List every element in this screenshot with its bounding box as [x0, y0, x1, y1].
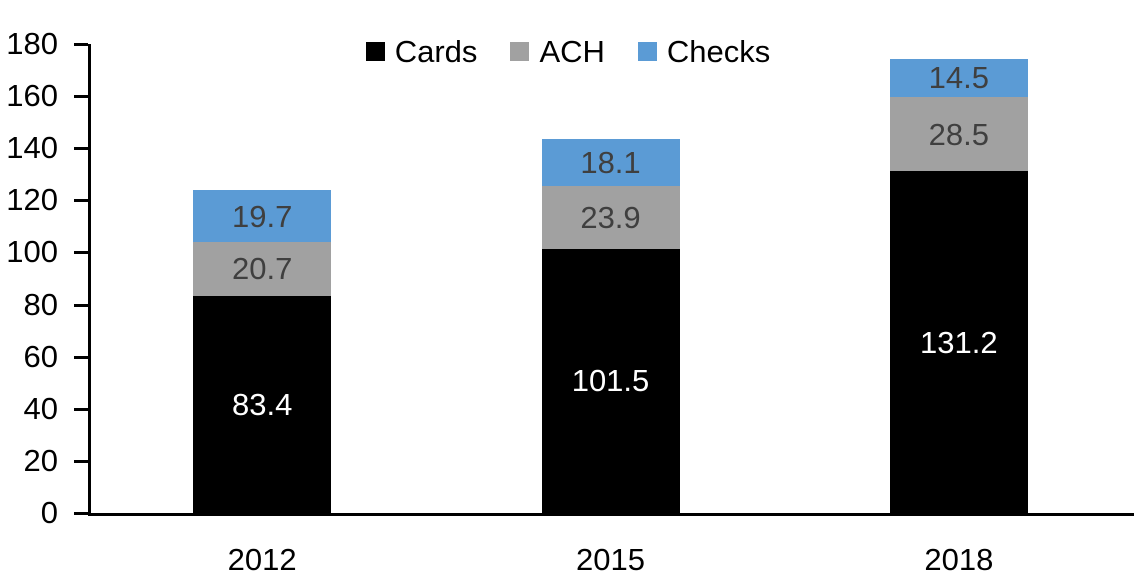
legend-swatch-icon — [510, 41, 530, 61]
legend-label: ACH — [539, 33, 605, 69]
bar-value-label: 23.9 — [580, 199, 641, 235]
legend-item-checks: Checks — [637, 33, 771, 69]
y-axis-tick-label: 20 — [23, 442, 58, 478]
bar-segment-ach: 23.9 — [541, 186, 680, 249]
y-axis-tick-label: 140 — [6, 130, 58, 166]
y-axis-tick — [74, 199, 88, 203]
y-axis-tick-label: 180 — [6, 26, 58, 61]
bar-value-label: 101.5 — [571, 363, 650, 399]
y-axis-tick-label: 60 — [23, 338, 58, 374]
x-axis-category-label: 2018 — [924, 542, 994, 577]
x-axis-category-label: 2012 — [227, 542, 297, 577]
y-axis-tick — [74, 251, 88, 255]
bar-segment-checks: 19.7 — [193, 190, 332, 242]
bar-value-label: 20.7 — [231, 251, 293, 287]
y-axis-tick — [74, 95, 88, 99]
y-axis-tick-label: 120 — [6, 182, 58, 218]
bar-segment-ach: 20.7 — [193, 241, 332, 296]
y-axis-tick-label: 40 — [23, 390, 58, 426]
bar-segment-checks: 18.1 — [541, 139, 680, 187]
bar-value-label: 131.2 — [920, 324, 998, 360]
x-axis-category-label: 2015 — [576, 542, 645, 577]
bar-segment-ach: 28.5 — [889, 96, 1028, 172]
y-axis-tick — [74, 355, 88, 359]
legend-label: Cards — [394, 33, 478, 69]
bar-value-label: 19.7 — [231, 198, 293, 234]
y-axis-tick — [74, 407, 88, 411]
bar-segment-cards: 131.2 — [889, 171, 1028, 513]
bar-value-label: 14.5 — [928, 60, 989, 96]
y-axis-tick — [74, 459, 88, 463]
y-axis-tick — [74, 43, 88, 46]
y-axis-tick-label: 100 — [6, 234, 58, 270]
y-axis-tick — [74, 512, 88, 515]
bar-value-label: 18.1 — [580, 145, 641, 181]
legend-item-cards: Cards — [365, 33, 478, 69]
y-axis-tick — [74, 303, 88, 307]
x-axis-line — [88, 513, 1134, 516]
bar-value-label: 83.4 — [231, 386, 293, 422]
legend-item-ach: ACH — [510, 33, 605, 69]
y-axis-line — [88, 44, 91, 516]
bar-segment-checks: 14.5 — [889, 59, 1028, 97]
bar-value-label: 28.5 — [928, 116, 989, 152]
y-axis-tick-label: 80 — [23, 286, 58, 322]
chart-legend: Cards ACH Checks — [0, 33, 1136, 69]
bar-segment-cards: 101.5 — [541, 248, 680, 513]
y-axis-tick-label: 0 — [40, 495, 58, 530]
legend-swatch-icon — [365, 41, 385, 61]
legend-label: Checks — [666, 33, 771, 69]
legend-swatch-icon — [637, 41, 657, 61]
y-axis-tick-label: 160 — [6, 78, 58, 114]
y-axis-tick — [74, 147, 88, 151]
bar-segment-cards: 83.4 — [193, 295, 332, 513]
